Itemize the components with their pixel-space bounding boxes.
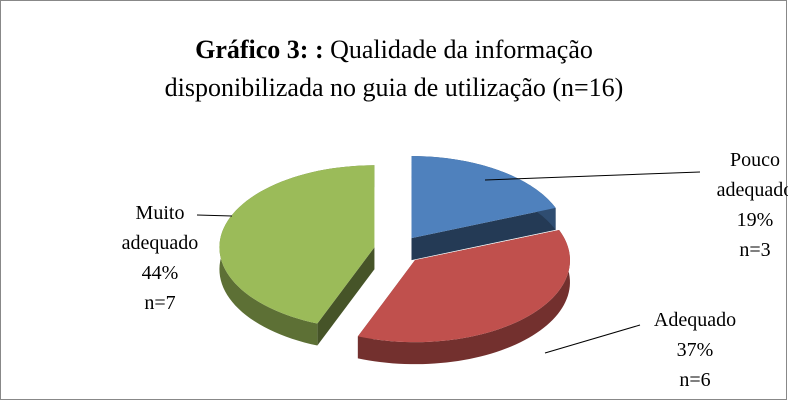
title-bold: Gráfico 3: : <box>195 35 324 64</box>
title-line: Qualidade da informação <box>330 35 593 64</box>
value-label: 19% <box>736 209 774 231</box>
leader-line <box>196 214 233 217</box>
slice-side <box>357 229 570 365</box>
category-label: Pouco adequado <box>716 149 788 201</box>
leader-line <box>484 171 701 181</box>
chart-title: Gráfico 3: : Qualidade da informação <box>0 31 788 69</box>
chart-title-line: disponibilizada no guia de utilização (n… <box>164 73 624 102</box>
slice <box>219 165 375 324</box>
count-label: n=7 <box>144 292 176 314</box>
leader-line <box>544 324 641 354</box>
category-label: Adequado <box>653 309 737 331</box>
slice <box>411 156 556 239</box>
category-label: Muito adequado <box>121 202 199 254</box>
value-label: 44% <box>141 262 179 284</box>
slice-wall <box>317 247 375 346</box>
slice <box>357 229 570 343</box>
count-label: n=6 <box>679 369 711 391</box>
count-label: n=3 <box>739 239 771 261</box>
slice-wall <box>411 207 556 261</box>
value-label: 37% <box>676 339 714 361</box>
